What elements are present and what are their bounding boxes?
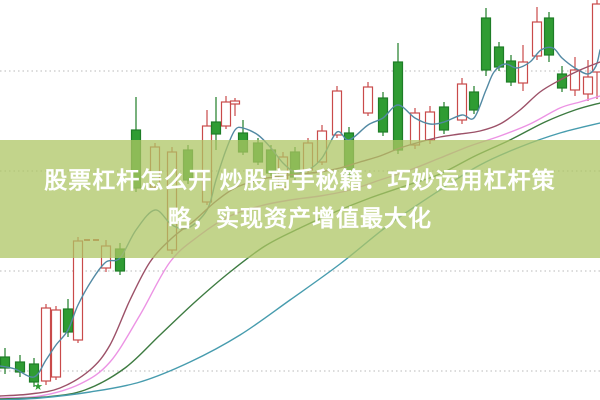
candle-body-down: [28, 363, 40, 383]
candle-body-up: [302, 142, 314, 171]
candle-body-down: [237, 132, 249, 153]
ma-line-ma-mid-maroon: [0, 61, 600, 397]
candle-body-down: [182, 149, 194, 181]
candle-body-down: [289, 151, 301, 178]
candle-body-down: [252, 142, 264, 163]
candle-body-up: [362, 86, 374, 114]
candle-body-up: [569, 69, 581, 91]
ma-line-ma-mid-magenta: [0, 95, 600, 399]
gridlines-layer: [0, 70, 600, 372]
candle-body-up: [229, 100, 241, 105]
candle-body-up: [220, 101, 232, 127]
candle-body-down: [543, 17, 555, 56]
candle-body-up: [531, 21, 543, 57]
ex-right-star-marker: ★: [33, 381, 43, 393]
candle-body-down: [377, 97, 389, 133]
ma-line-ma-slow-green: [0, 102, 600, 400]
candle-body-up: [331, 90, 343, 136]
candle-body-down: [438, 106, 450, 131]
candle-body-down: [480, 17, 492, 71]
candle-body-up: [456, 83, 468, 121]
candle-body-up: [50, 309, 62, 378]
moving-averages-layer: [0, 46, 600, 400]
candle-body-down: [505, 60, 517, 83]
candles-layer: [0, 0, 600, 387]
candle-body-down: [265, 149, 277, 174]
candle-body-down: [130, 129, 142, 189]
candle-body-up: [517, 61, 529, 84]
candle-body-up: [591, 3, 600, 73]
candle-body-down: [0, 356, 11, 369]
candle-body-up: [424, 111, 436, 141]
candle-body-down: [468, 91, 480, 111]
candle-body-up: [72, 240, 84, 341]
candle-body-up: [582, 76, 594, 95]
candle-body-down: [210, 121, 222, 135]
candle-body-up: [40, 307, 52, 382]
candle-body-up: [201, 125, 213, 203]
ma-line-ma-fast-teal: [0, 46, 600, 378]
candle-body-up: [149, 146, 161, 188]
candle-body-up: [277, 156, 289, 188]
candle-body-down: [493, 46, 505, 68]
